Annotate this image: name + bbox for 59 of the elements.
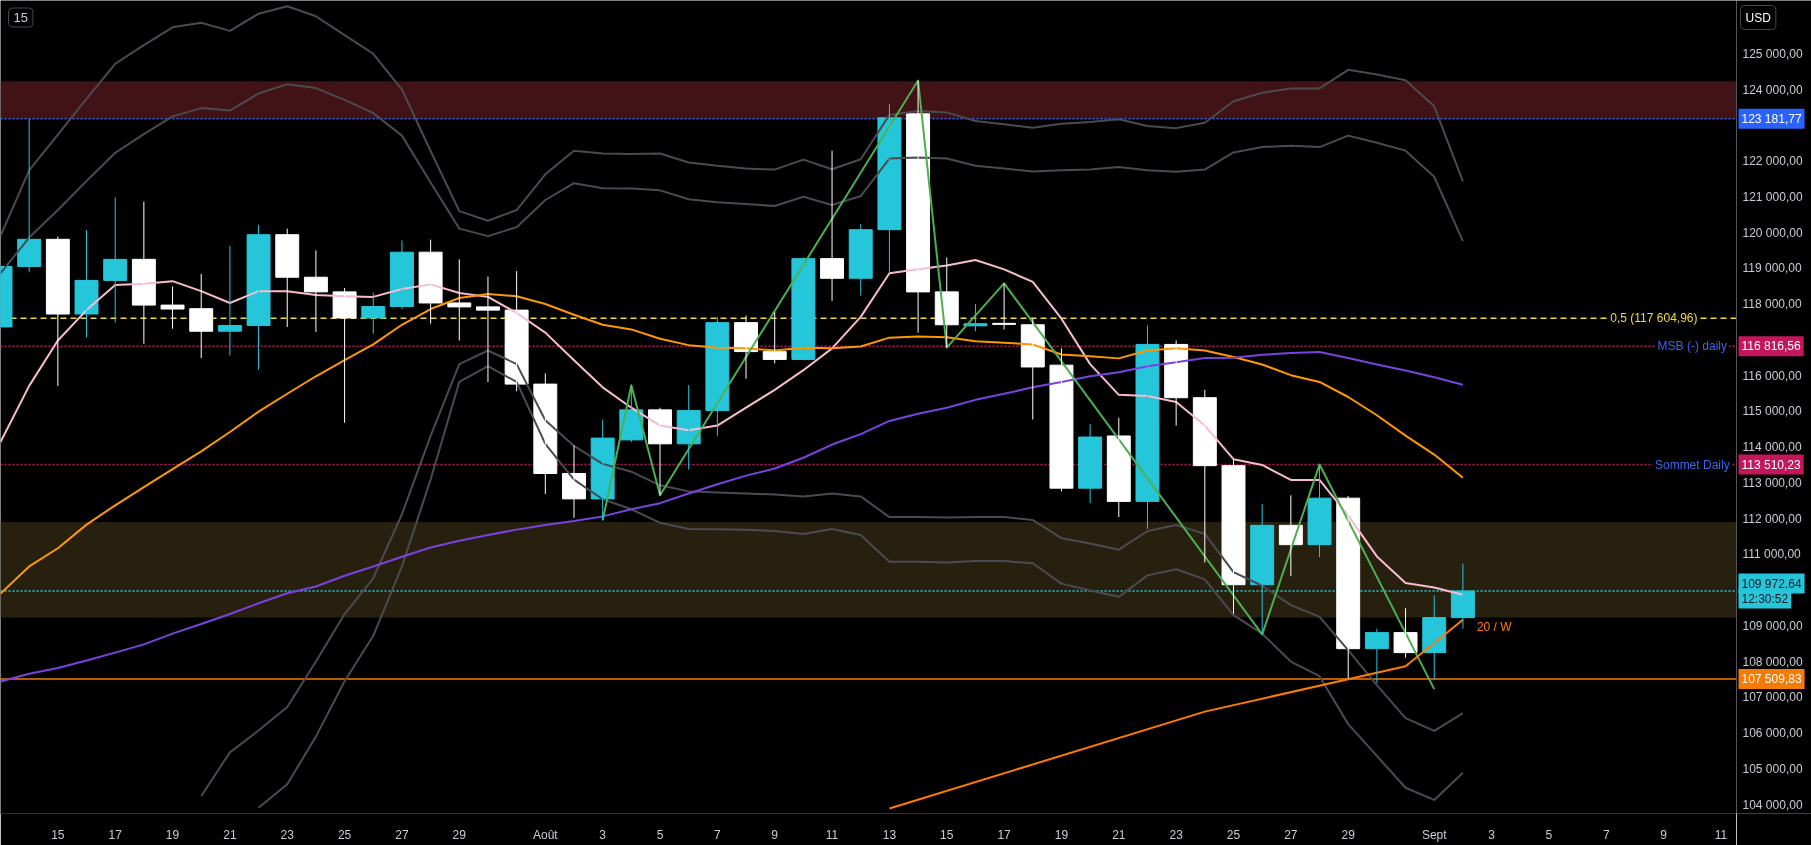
x-tick-label: 21 (223, 827, 237, 842)
x-tick-label: 29 (1341, 827, 1356, 842)
ref-line-label: 123 181,77 (1741, 111, 1802, 126)
x-tick-label: 23 (280, 827, 295, 842)
ref-line-label: 116 816,56 (1741, 339, 1801, 354)
y-tick-label: 114 000,00 (1742, 440, 1802, 455)
annotation: 15 (13, 10, 28, 25)
x-tick-label: 9 (1660, 827, 1668, 842)
y-tick-label: 116 000,00 (1742, 368, 1802, 383)
ref-line-label: 107 509,83 (1741, 672, 1802, 687)
x-tick-label: Sept (1421, 827, 1448, 842)
y-tick-label: 109 000,00 (1742, 618, 1803, 633)
x-tick-label: 3 (599, 827, 607, 842)
x-tick-label: 5 (656, 827, 664, 842)
x-tick-label: Août (532, 827, 559, 842)
y-tick-label: 112 000,00 (1742, 511, 1802, 526)
annotation: MSB (-) daily (1657, 339, 1727, 354)
ref-line-label: 109 972,64 12:30:52 (1741, 576, 1802, 606)
x-tick-label: 17 (997, 827, 1012, 842)
x-tick-label: 23 (1169, 827, 1184, 842)
y-tick-label: 124 000,00 (1742, 82, 1803, 97)
y-tick-label: 120 000,00 (1742, 225, 1803, 240)
x-tick-label: 3 (1488, 827, 1496, 842)
x-tick-label: 11 (1714, 827, 1728, 842)
x-tick-label: 19 (165, 827, 180, 842)
y-tick-label: 125 000,00 (1742, 46, 1803, 61)
x-tick-label: 13 (882, 827, 897, 842)
y-tick-label: 105 000,00 (1742, 761, 1803, 776)
x-tick-label: 21 (1112, 827, 1126, 842)
y-tick-label: 106 000,00 (1742, 726, 1803, 741)
x-tick-label: 29 (452, 827, 467, 842)
annotation: Sommet Daily (1654, 457, 1730, 472)
y-axis-title: USD (1745, 10, 1772, 25)
y-tick-label: 122 000,00 (1742, 154, 1803, 169)
x-tick-label: 7 (1602, 827, 1610, 842)
x-tick-label: 17 (108, 827, 123, 842)
y-tick-label: 118 000,00 (1742, 297, 1802, 312)
x-tick-label: 25 (1226, 827, 1241, 842)
x-tick-label: 11 (825, 827, 839, 842)
y-tick-label: 111 000,00 (1742, 547, 1802, 562)
y-tick-label: 121 000,00 (1742, 189, 1803, 204)
x-tick-label: 15 (940, 827, 954, 842)
x-tick-label: 15 (51, 827, 65, 842)
y-tick-label: 108 000,00 (1742, 654, 1803, 669)
x-tick-label: 7 (714, 827, 722, 842)
ref-line-label: 0,5 (117 604,96) (1610, 311, 1698, 326)
x-tick-label: 19 (1054, 827, 1069, 842)
x-tick-label: 9 (771, 827, 779, 842)
y-tick-label: 119 000,00 (1742, 261, 1802, 276)
x-tick-label: 5 (1545, 827, 1553, 842)
y-tick-label: 115 000,00 (1742, 404, 1802, 419)
y-tick-label: 113 000,00 (1742, 475, 1802, 490)
x-tick-label: 25 (337, 827, 352, 842)
y-tick-label: 104 000,00 (1742, 797, 1803, 812)
y-tick-label: 107 000,00 (1742, 690, 1803, 705)
x-tick-label: 27 (395, 827, 409, 842)
ref-line-label: 113 510,23 (1741, 457, 1801, 472)
series-label: 20 / W (1476, 619, 1513, 634)
x-tick-label: 27 (1284, 827, 1298, 842)
